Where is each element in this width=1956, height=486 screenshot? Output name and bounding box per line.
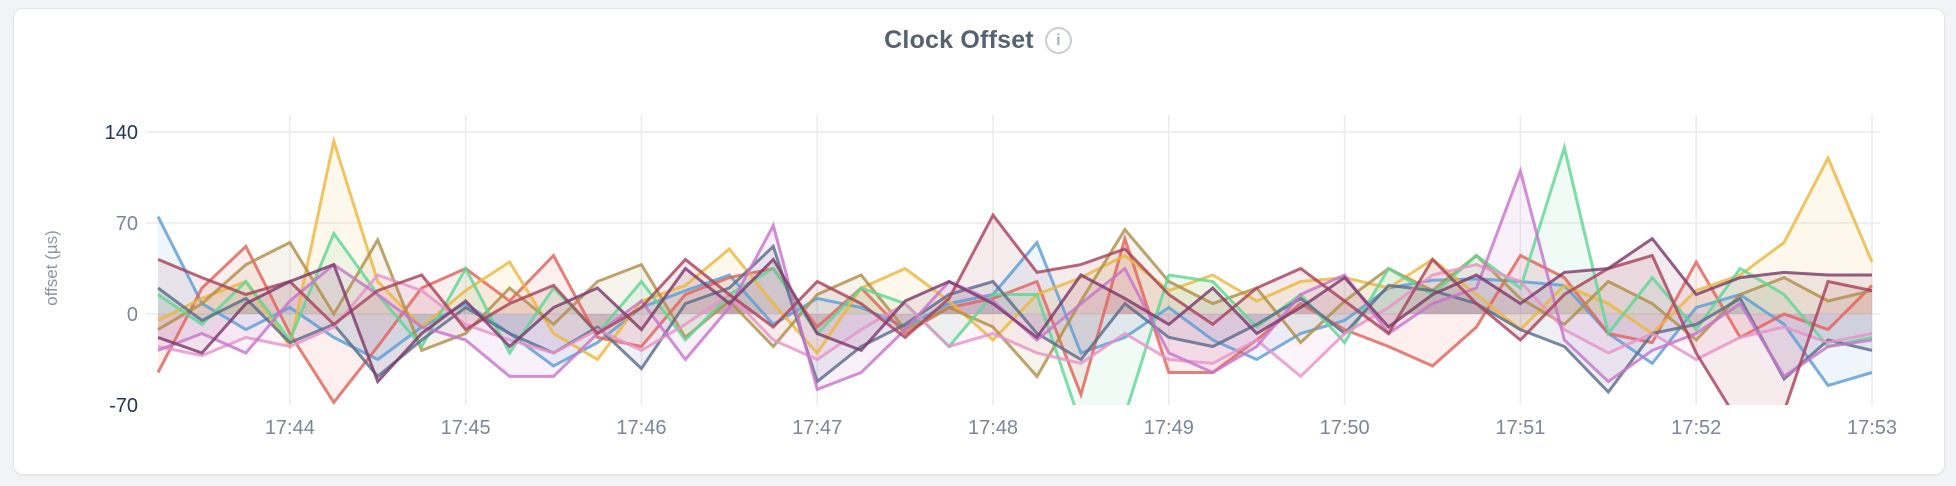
plot-area xyxy=(156,135,1874,405)
series-line-series-9 xyxy=(157,212,1873,405)
y-tick-label: 70 xyxy=(116,213,138,235)
series-area-series-2 xyxy=(158,238,1872,403)
x-tick-label: 17:48 xyxy=(968,417,1018,439)
x-tick-label: 17:49 xyxy=(1144,417,1194,439)
x-tick-label: 17:45 xyxy=(441,417,491,439)
series-area-series-3 xyxy=(158,141,1872,360)
x-tick-label: 17:46 xyxy=(616,417,666,439)
x-tick-label: 17:50 xyxy=(1320,417,1370,439)
series-line-series-4 xyxy=(157,226,1873,379)
x-tick-label: 17:53 xyxy=(1847,417,1897,439)
series-area-series-5 xyxy=(158,147,1872,405)
chart-header: Clock Offset i xyxy=(0,26,1956,55)
series-area-series-4 xyxy=(158,229,1872,377)
series-line-series-10 xyxy=(157,236,1872,385)
series-line-series-6 xyxy=(157,243,1873,395)
chart-title: Clock Offset xyxy=(884,26,1034,54)
x-tick-label: 17:51 xyxy=(1495,417,1545,439)
y-axis-title: offset (µs) xyxy=(42,230,61,306)
series-area-series-9 xyxy=(158,215,1872,405)
y-tick-label: 140 xyxy=(105,122,138,144)
x-tick-label: 17:47 xyxy=(792,417,842,439)
series-line-series-2 xyxy=(156,233,1874,405)
series-line-series-7 xyxy=(157,263,1873,379)
series-area-series-10 xyxy=(158,238,1872,382)
info-icon[interactable]: i xyxy=(1044,27,1072,54)
x-tick-label: 17:52 xyxy=(1671,417,1721,439)
x-tick-label: 17:44 xyxy=(265,417,315,439)
y-tick-label: -70 xyxy=(109,395,138,417)
series-line-series-1 xyxy=(156,215,1873,388)
y-tick-label: 0 xyxy=(127,304,138,326)
